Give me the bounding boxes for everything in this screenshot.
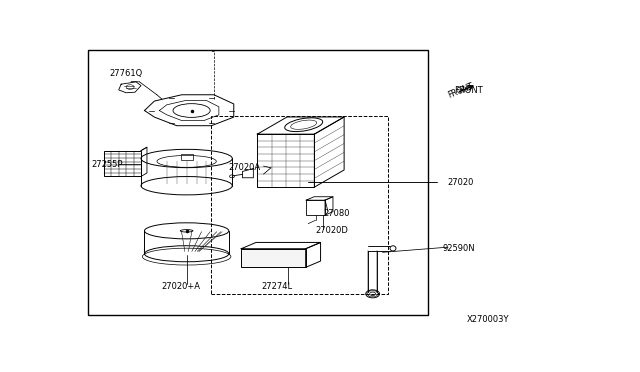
Text: 27255P: 27255P bbox=[91, 160, 122, 169]
Bar bbox=[241, 249, 306, 267]
Text: 27020D: 27020D bbox=[316, 226, 348, 235]
Text: 27080: 27080 bbox=[323, 209, 349, 218]
Bar bbox=[104, 151, 141, 176]
Bar bbox=[180, 154, 193, 160]
Text: 27020+A: 27020+A bbox=[162, 282, 201, 291]
Text: 27761Q: 27761Q bbox=[110, 69, 143, 78]
Text: 27020A: 27020A bbox=[229, 163, 261, 172]
Bar bbox=[211, 116, 388, 294]
Text: X270003Y: X270003Y bbox=[467, 315, 509, 324]
Text: 27020: 27020 bbox=[447, 178, 474, 187]
Text: FRONT: FRONT bbox=[447, 81, 476, 100]
Text: 27274L: 27274L bbox=[261, 282, 292, 291]
Text: 92590N: 92590N bbox=[442, 244, 475, 253]
Bar bbox=[88, 50, 428, 315]
Bar bbox=[306, 200, 325, 215]
Text: FRONT: FRONT bbox=[454, 86, 483, 95]
Bar bbox=[257, 134, 314, 187]
